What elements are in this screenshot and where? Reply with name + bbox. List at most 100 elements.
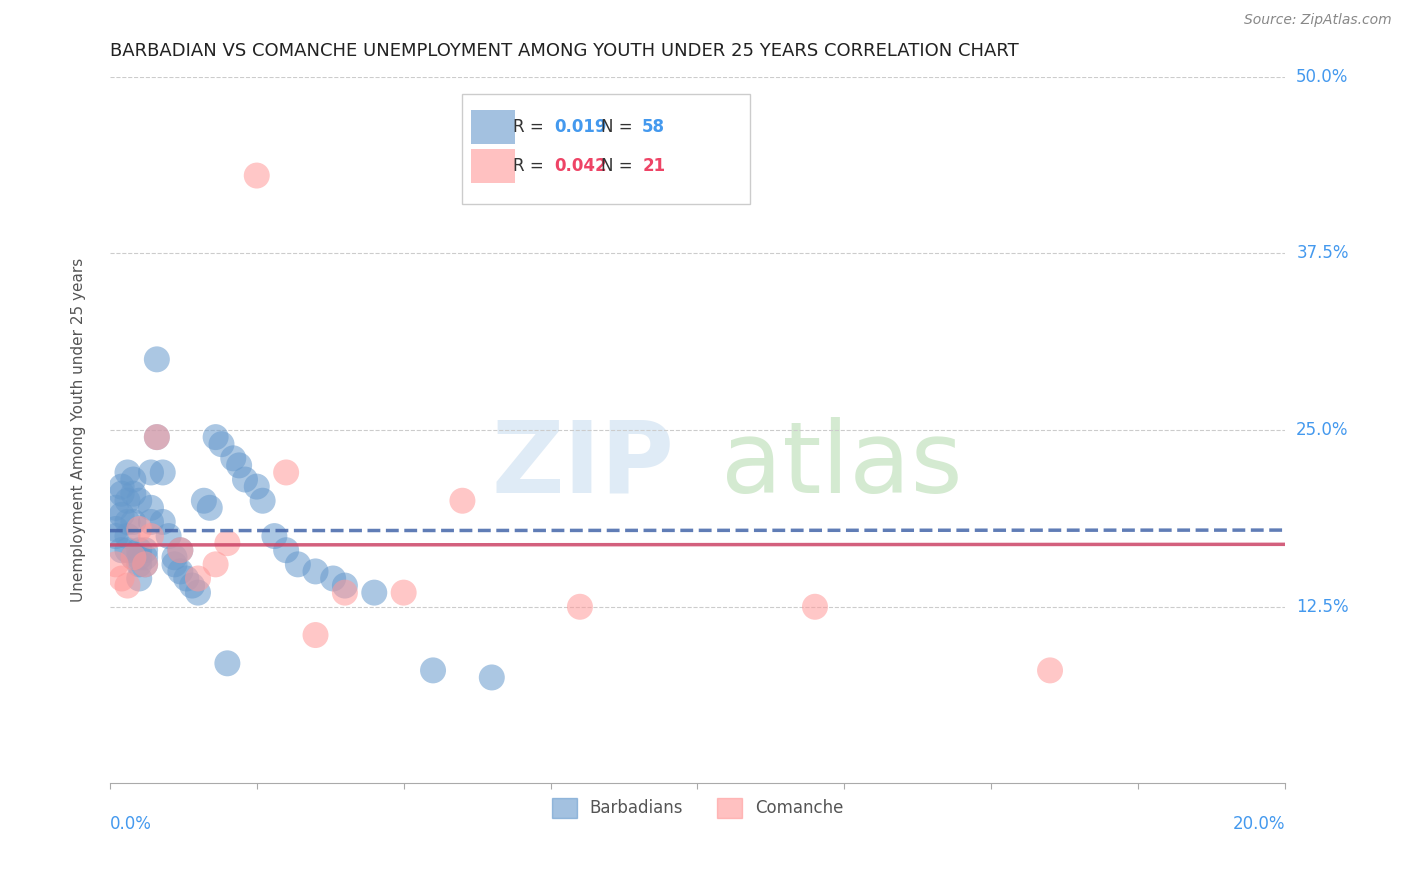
Point — [217, 657, 239, 671]
Point — [193, 493, 215, 508]
Point — [110, 543, 132, 558]
Point — [276, 466, 298, 480]
Point — [104, 529, 127, 543]
Point — [363, 585, 385, 599]
Point — [110, 486, 132, 500]
Text: 0.0%: 0.0% — [110, 815, 152, 833]
Text: 0.019: 0.019 — [554, 118, 606, 136]
Point — [110, 508, 132, 522]
Point — [139, 466, 162, 480]
Point — [204, 430, 226, 444]
Point — [304, 628, 326, 642]
Text: R =: R = — [513, 157, 548, 175]
Point — [139, 529, 162, 543]
Text: N =: N = — [602, 157, 638, 175]
Point — [804, 599, 827, 614]
Point — [117, 515, 139, 529]
Point — [333, 585, 356, 599]
Point — [217, 536, 239, 550]
FancyBboxPatch shape — [463, 95, 751, 204]
Point — [169, 543, 191, 558]
Point — [287, 558, 309, 572]
Text: N =: N = — [602, 118, 638, 136]
Point — [304, 565, 326, 579]
Point — [152, 515, 174, 529]
Point — [146, 430, 169, 444]
Point — [222, 451, 245, 466]
Point — [198, 500, 221, 515]
Point — [1039, 664, 1062, 678]
Point — [451, 493, 474, 508]
Point — [117, 529, 139, 543]
Point — [122, 550, 145, 565]
Point — [187, 585, 209, 599]
Point — [174, 572, 197, 586]
Point — [169, 543, 191, 558]
Point — [104, 522, 127, 536]
Point — [122, 515, 145, 529]
Text: 58: 58 — [643, 118, 665, 136]
Point — [163, 558, 186, 572]
Point — [128, 522, 150, 536]
Text: R =: R = — [513, 118, 548, 136]
Point — [568, 599, 591, 614]
Point — [233, 473, 256, 487]
Text: ZIP: ZIP — [491, 417, 673, 514]
Text: 21: 21 — [643, 157, 665, 175]
Point — [252, 493, 274, 508]
Text: BARBADIAN VS COMANCHE UNEMPLOYMENT AMONG YOUTH UNDER 25 YEARS CORRELATION CHART: BARBADIAN VS COMANCHE UNEMPLOYMENT AMONG… — [110, 42, 1018, 60]
Point — [128, 558, 150, 572]
Point — [422, 664, 444, 678]
Point — [246, 169, 269, 183]
FancyBboxPatch shape — [471, 110, 516, 144]
Point — [333, 578, 356, 592]
Text: 37.5%: 37.5% — [1296, 244, 1348, 262]
Point — [134, 558, 156, 572]
Text: 0.042: 0.042 — [554, 157, 607, 175]
Point — [104, 558, 127, 572]
Point — [163, 550, 186, 565]
Point — [276, 543, 298, 558]
Text: 25.0%: 25.0% — [1296, 421, 1348, 439]
Point — [122, 473, 145, 487]
Point — [110, 572, 132, 586]
Legend: Barbadians, Comanche: Barbadians, Comanche — [546, 791, 851, 824]
Point — [139, 500, 162, 515]
Text: Source: ZipAtlas.com: Source: ZipAtlas.com — [1244, 13, 1392, 28]
Point — [117, 466, 139, 480]
Point — [134, 550, 156, 565]
Y-axis label: Unemployment Among Youth under 25 years: Unemployment Among Youth under 25 years — [72, 258, 86, 602]
Point — [263, 529, 285, 543]
Text: 20.0%: 20.0% — [1233, 815, 1285, 833]
Point — [392, 585, 415, 599]
Point — [128, 543, 150, 558]
Point — [128, 493, 150, 508]
Point — [134, 543, 156, 558]
Point — [246, 480, 269, 494]
Point — [117, 493, 139, 508]
Point — [122, 486, 145, 500]
Point — [181, 578, 204, 592]
Point — [187, 572, 209, 586]
Point — [169, 565, 191, 579]
Point — [128, 550, 150, 565]
Point — [157, 529, 180, 543]
Point — [152, 466, 174, 480]
Point — [110, 480, 132, 494]
Text: 50.0%: 50.0% — [1296, 68, 1348, 86]
Point — [146, 430, 169, 444]
Point — [146, 352, 169, 367]
Point — [139, 515, 162, 529]
Text: atlas: atlas — [721, 417, 963, 514]
Point — [117, 543, 139, 558]
Point — [117, 578, 139, 592]
Point — [228, 458, 250, 473]
Point — [204, 558, 226, 572]
Text: 12.5%: 12.5% — [1296, 598, 1348, 615]
Point — [134, 558, 156, 572]
Point — [322, 572, 344, 586]
Point — [211, 437, 233, 451]
FancyBboxPatch shape — [471, 149, 516, 183]
Point — [481, 670, 503, 684]
Point — [128, 572, 150, 586]
